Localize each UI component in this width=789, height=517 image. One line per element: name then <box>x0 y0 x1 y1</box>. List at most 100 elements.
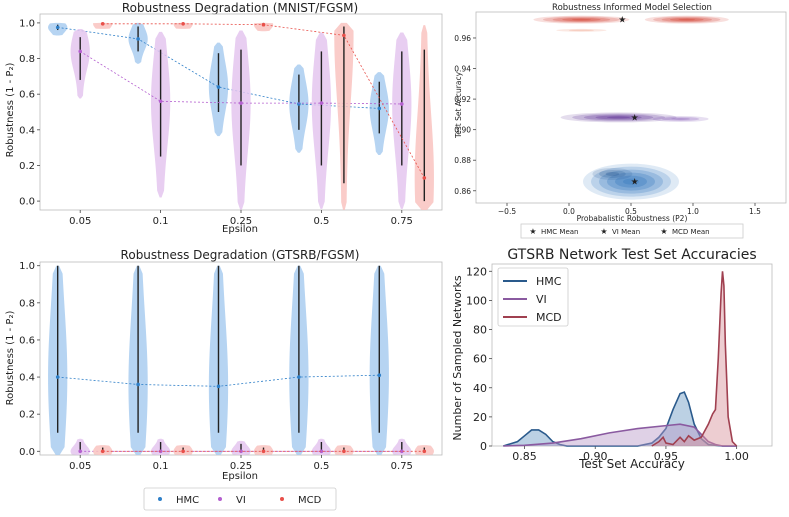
bottom-legend: HMC VI MCD <box>143 487 337 511</box>
mean-point-hmc <box>216 384 221 389</box>
x-tick-label: 0.5 <box>313 216 329 227</box>
gtsrb-title: Robustness Degradation (GTSRB/FGSM) <box>121 248 360 262</box>
line-hmc <box>503 391 737 447</box>
x-tick-label: 0.05 <box>69 216 91 227</box>
kde-plot-area: −0.5 0.0 0.5 1.0 1.5 0.86 0.88 0.90 0.92 0.94 0.96… <box>454 11 787 216</box>
x-tick-label: 0.1 <box>153 216 169 227</box>
area-vi <box>503 424 737 446</box>
y-tick-label: 60 <box>473 353 487 366</box>
mean-point-mcd <box>342 449 346 454</box>
acc-ylabel: Number of Sampled Networks <box>451 275 464 440</box>
x-tick-label: 0.05 <box>69 461 91 472</box>
x-tick-label: 0.95 <box>654 450 679 463</box>
mean-point-vi <box>239 101 243 105</box>
y-tick-label: 0.8 <box>19 298 35 309</box>
y-tick-label: 0.2 <box>19 410 35 421</box>
kde-blob-mcd <box>552 17 611 23</box>
legend-marker-hmc <box>158 497 162 501</box>
kde-blob-vi <box>661 116 700 121</box>
y-tick-label: 0 <box>480 440 487 453</box>
x-tick-label: 0.25 <box>230 461 252 472</box>
kde-chart: Robustness Informed Model Selection Prob… <box>454 3 787 239</box>
mean-point-hmc <box>136 37 140 41</box>
kde-blob-hmc <box>592 167 633 180</box>
kde-blob-mcd <box>562 18 601 22</box>
gtsrb-violin-chart: Robustness Degradation (GTSRB/FGSM) Epsi… <box>5 248 443 482</box>
kde-blob-mcd <box>543 16 620 23</box>
y-tick-label: 0.92 <box>454 95 471 104</box>
y-tick-label: 0.4 <box>19 373 35 384</box>
kde-blob-mcd <box>568 29 594 32</box>
mean-point-mcd <box>181 449 185 454</box>
x-tick-label: 0.85 <box>512 450 537 463</box>
y-tick-label: 0.6 <box>19 335 35 346</box>
gtsrb-plot-area: 0.0 0.2 0.4 0.6 0.8 1.0 0.05 0.1 0.25 0.5 0.75 <box>19 261 443 472</box>
legend-box <box>497 267 569 327</box>
x-tick-label: 1.0 <box>687 207 699 216</box>
legend-marker-mcd <box>280 497 284 501</box>
mean-point-vi <box>158 99 163 104</box>
x-tick-label: 0.0 <box>563 207 575 216</box>
kde-blob-hmc <box>599 169 626 178</box>
acc-xlabel: Test Set Accuracy <box>578 457 685 471</box>
mean-point-vi <box>239 449 243 454</box>
area-hmc <box>503 392 737 446</box>
y-tick-label: 0.8 <box>19 54 35 65</box>
mean-point-hmc <box>216 85 221 89</box>
legend-marker-vi <box>218 497 222 501</box>
x-tick-label: 0.1 <box>153 461 169 472</box>
kde-blob-hmc <box>599 169 663 194</box>
kde-blob-mcd <box>571 18 592 21</box>
kde-blob-mcd <box>644 15 729 24</box>
x-tick-label: 1.5 <box>749 207 761 216</box>
mean-point-mcd <box>181 22 185 26</box>
legend-label-mcd: MCD <box>536 311 562 324</box>
y-tick-label: 0.88 <box>454 156 471 165</box>
legend-label-hmc: HMC <box>536 275 562 288</box>
y-tick-label: 0.0 <box>19 197 35 208</box>
area-mcd <box>651 271 737 446</box>
legend-label: MCD Mean <box>672 228 710 236</box>
kde-blob-hmc <box>591 166 671 197</box>
legend-box <box>143 487 337 511</box>
kde-blob-mcd <box>678 18 696 21</box>
mean-star-vi: ★ <box>631 113 639 123</box>
kde-ylabel: Test Set Accuracy <box>454 71 463 139</box>
mean-point-mcd <box>342 33 346 38</box>
kde-blob-vi <box>671 117 690 120</box>
kde-blob-mcd <box>653 16 721 23</box>
violin-mcd <box>173 22 193 29</box>
legend-label: VI Mean <box>612 228 640 236</box>
kde-blob-hmc <box>583 163 679 200</box>
x-tick-label: 0.75 <box>391 461 413 472</box>
mnist-violin-chart: Robustness Degradation (MNIST/FGSM) Epsi… <box>5 1 443 235</box>
kde-blob-mcd <box>533 15 630 24</box>
mean-star-hmc: ★ <box>631 178 639 188</box>
acc-plot-area: 0.85 0.90 0.95 1.00 0 20 40 60 80 100 120 HMC VI MCD <box>466 263 773 463</box>
kde-blob-mcd <box>556 28 607 32</box>
legend-label-vi: VI <box>536 293 547 306</box>
y-tick-label: 0.2 <box>19 161 35 172</box>
x-tick-label: 0.5 <box>313 461 329 472</box>
line-mcd <box>651 271 738 447</box>
y-tick-label: 120 <box>466 265 487 278</box>
accuracy-area-chart: GTSRB Network Test Set Accuracies Test S… <box>451 247 773 471</box>
y-tick-label: 20 <box>473 411 487 424</box>
kde-blob-vi <box>560 112 677 123</box>
x-tick-label: 0.25 <box>230 216 252 227</box>
kde-blob-hmc <box>605 171 620 176</box>
x-tick-label: −0.5 <box>498 207 516 216</box>
y-tick-label: 0.96 <box>454 34 471 43</box>
mean-point-mcd <box>261 449 266 454</box>
mean-point-hmc <box>377 373 382 378</box>
legend-label-vi: VI <box>236 495 246 506</box>
kde-xlabel: Probabalistic Robustness (P2) <box>577 214 688 223</box>
mean-point-vi <box>78 449 82 454</box>
kde-blob-vi <box>572 113 665 122</box>
y-tick-label: 1.0 <box>19 261 35 272</box>
mean-point-mcd <box>422 176 427 180</box>
y-tick-label: 0.0 <box>19 447 35 458</box>
y-tick-label: 0.4 <box>19 125 35 136</box>
mean-point-mcd <box>100 449 105 454</box>
y-tick-label: 1.0 <box>19 18 35 29</box>
